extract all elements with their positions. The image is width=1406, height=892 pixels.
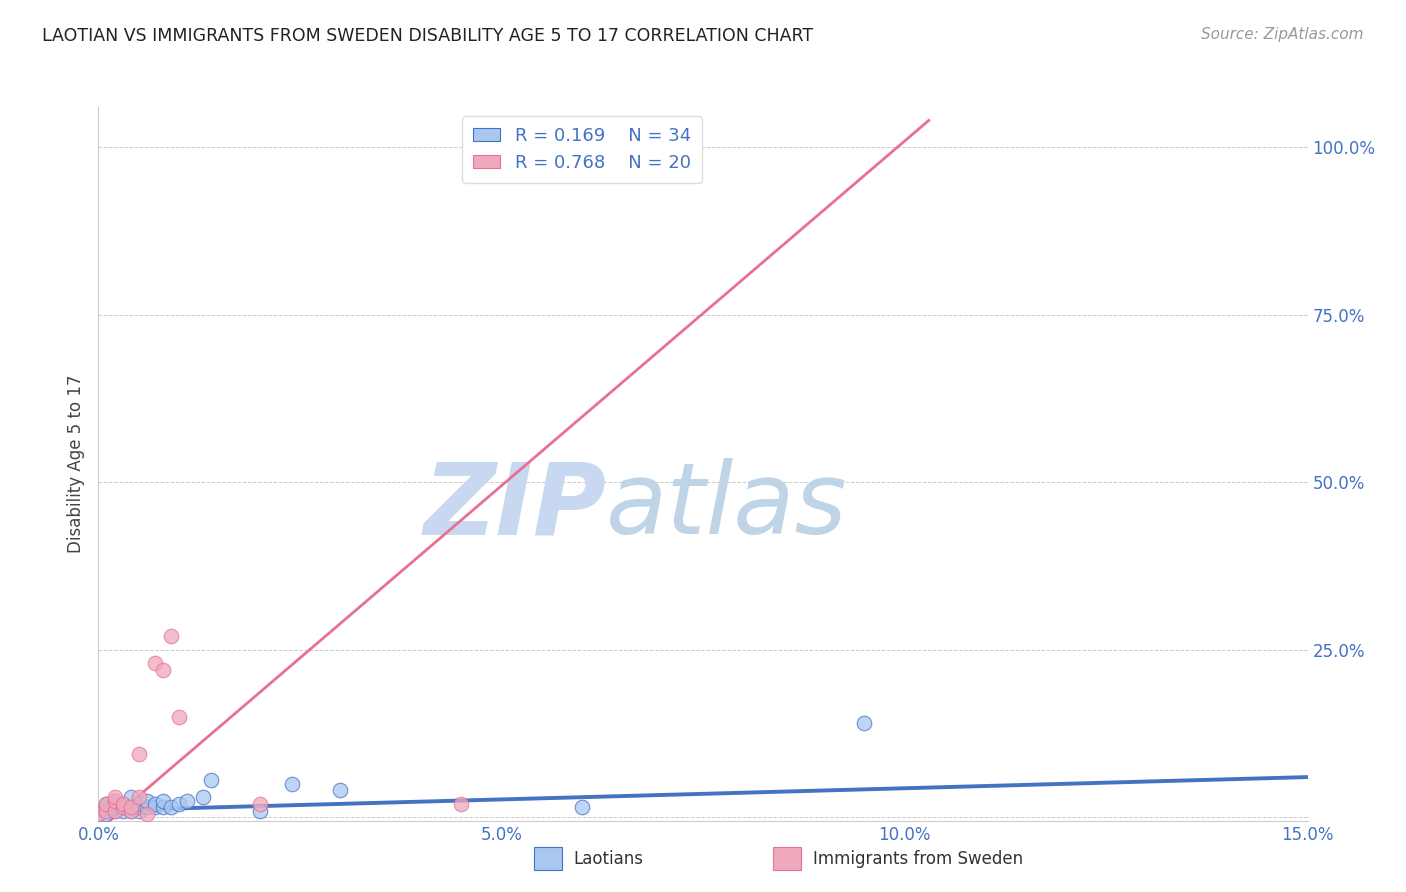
Point (249, 797, 271, 811)
Point (200, 773, 222, 788)
Point (135, 793, 157, 807)
Point (193, 790, 215, 805)
Text: atlas: atlas (606, 458, 848, 555)
Point (120, 790, 142, 805)
Point (103, 800, 125, 814)
Point (87, 806, 110, 821)
Point (281, 777, 304, 791)
Point (120, 804, 142, 818)
Point (152, 663, 174, 677)
Point (135, 806, 157, 821)
Point (167, 797, 190, 811)
Point (128, 804, 150, 818)
Point (128, 797, 150, 811)
Point (128, 747, 150, 761)
Text: Source: ZipAtlas.com: Source: ZipAtlas.com (1201, 27, 1364, 42)
Point (96, 800, 118, 814)
Point (96, 806, 118, 821)
Point (103, 790, 125, 805)
Point (329, 783, 352, 797)
Point (111, 797, 134, 811)
Point (96, 804, 118, 818)
Point (128, 800, 150, 814)
Point (111, 804, 134, 818)
Point (152, 793, 174, 807)
Point (103, 804, 125, 818)
Point (160, 800, 183, 814)
Y-axis label: Disability Age 5 to 17: Disability Age 5 to 17 (66, 375, 84, 553)
Point (120, 804, 142, 818)
Point (111, 800, 134, 814)
Point (111, 797, 134, 811)
Point (135, 800, 157, 814)
Text: LAOTIAN VS IMMIGRANTS FROM SWEDEN DISABILITY AGE 5 TO 17 CORRELATION CHART: LAOTIAN VS IMMIGRANTS FROM SWEDEN DISABI… (42, 27, 813, 45)
Point (103, 797, 125, 811)
Point (167, 710, 190, 724)
Point (103, 793, 125, 807)
Point (111, 800, 134, 814)
Text: Immigrants from Sweden: Immigrants from Sweden (813, 849, 1022, 868)
Point (853, 716, 876, 731)
Point (128, 790, 150, 805)
Point (96, 797, 118, 811)
Point (160, 629, 183, 643)
Point (87, 806, 110, 821)
Point (103, 804, 125, 818)
Point (103, 793, 125, 807)
Point (143, 800, 166, 814)
Point (249, 804, 271, 818)
Point (491, 140, 513, 154)
Point (571, 800, 593, 814)
Point (96, 804, 118, 818)
Point (143, 656, 166, 670)
Point (96, 797, 118, 811)
Point (143, 797, 166, 811)
Point (120, 800, 142, 814)
Point (152, 800, 174, 814)
Point (176, 793, 198, 807)
Point (120, 800, 142, 814)
Point (450, 797, 472, 811)
Legend: R = 0.169    N = 34, R = 0.768    N = 20: R = 0.169 N = 34, R = 0.768 N = 20 (463, 116, 702, 183)
Text: ZIP: ZIP (423, 458, 606, 555)
Text: Laotians: Laotians (574, 849, 644, 868)
